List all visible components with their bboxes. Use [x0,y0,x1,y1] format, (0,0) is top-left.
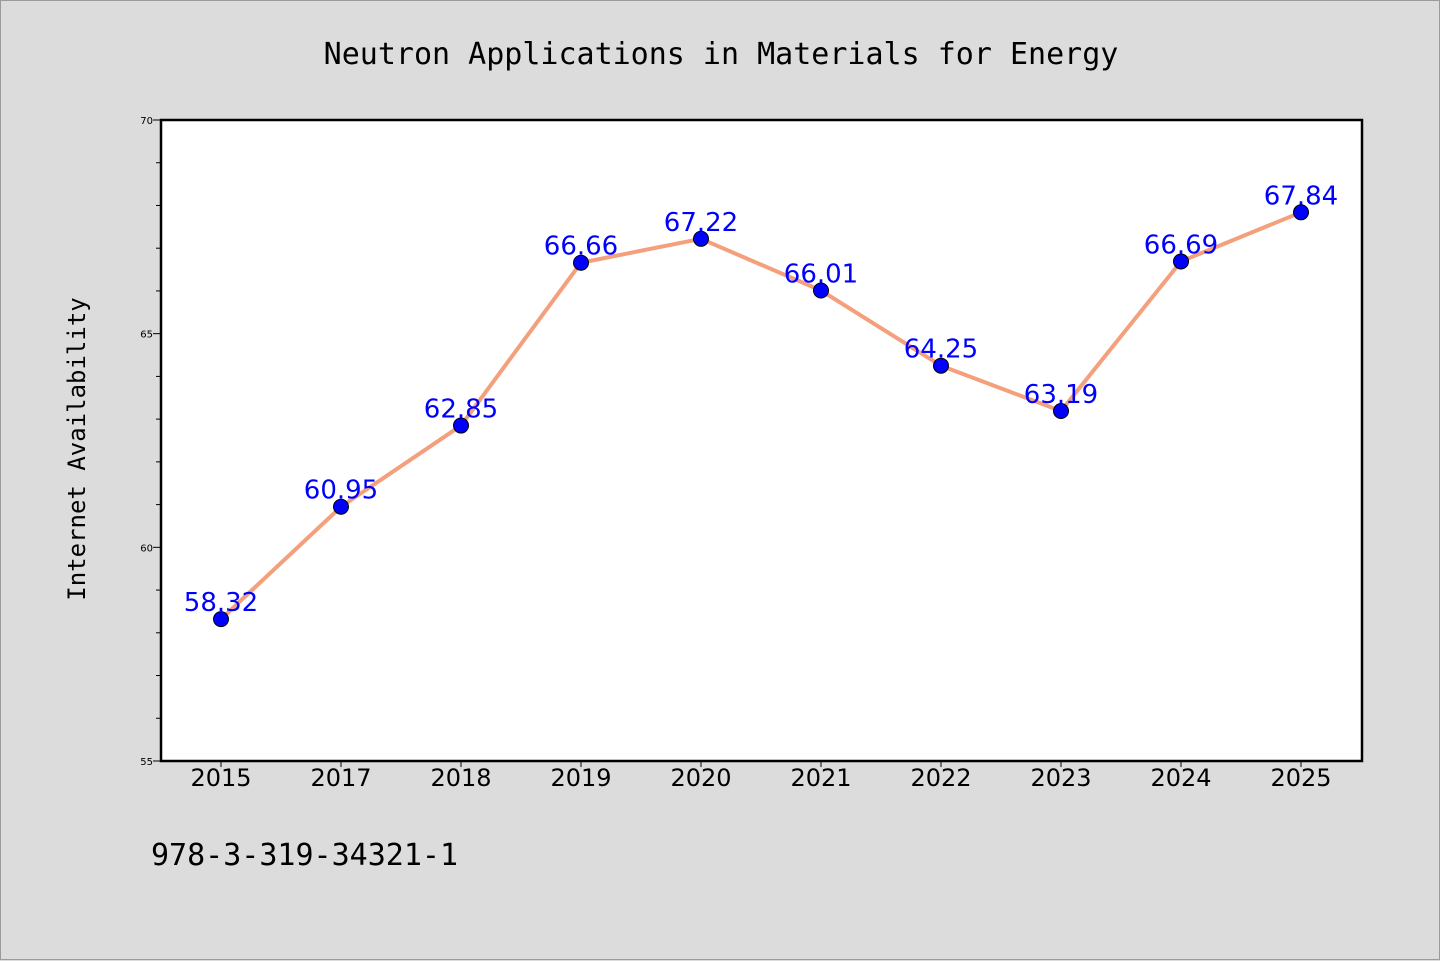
series-line [219,210,1302,621]
data-point [213,611,229,628]
data-label: 60.95 [304,476,378,506]
data-point [693,230,709,247]
x-tick-label: 2022 [910,764,971,792]
y-axis: 55 60 65 70 [140,116,161,768]
footer-code: 978-3-319-34321-1 [151,838,458,873]
y-tick-label: 65 [140,330,153,341]
y-axis-label: Internet Availability [63,297,91,600]
data-point [1293,204,1309,221]
data-point [813,282,829,299]
data-point [933,357,949,374]
x-tick-label: 2019 [550,764,611,792]
x-tick-label: 2015 [190,764,251,792]
x-tick-label: 2018 [430,764,491,792]
data-label: 67.22 [664,208,738,238]
data-point [1053,403,1069,420]
data-label: 66.66 [544,232,618,262]
y-tick-label: 60 [140,543,153,554]
data-label: 66.69 [1144,230,1218,260]
x-axis: 2015 2017 2018 2019 2020 2021 2022 2023 2024 2025 [190,761,1332,792]
x-tick-label: 2024 [1150,764,1211,792]
x-tick-label: 2020 [670,764,731,792]
y-tick-label: 55 [140,757,153,768]
data-point [573,254,589,271]
x-tick-label: 2017 [310,764,371,792]
data-point [333,498,349,515]
y-tick-label: 70 [140,116,153,127]
data-point [453,417,469,434]
plot-area [159,118,1364,763]
x-tick-label: 2023 [1030,764,1091,792]
data-point [1173,253,1189,270]
data-label: 67.84 [1264,181,1338,211]
x-tick-label: 2021 [790,764,851,792]
data-label: 64.25 [904,335,978,365]
data-label: 66.01 [784,260,858,290]
data-label: 63.19 [1024,380,1098,410]
data-label: 58.32 [184,588,258,618]
x-tick-label: 2025 [1270,764,1331,792]
chart-title: Neutron Applications in Materials for En… [324,37,1119,72]
data-label: 62.85 [424,395,498,425]
series-layer: 58.32 60.95 62.85 66.66 67.22 66.01 64.25 63.19… [184,181,1338,628]
